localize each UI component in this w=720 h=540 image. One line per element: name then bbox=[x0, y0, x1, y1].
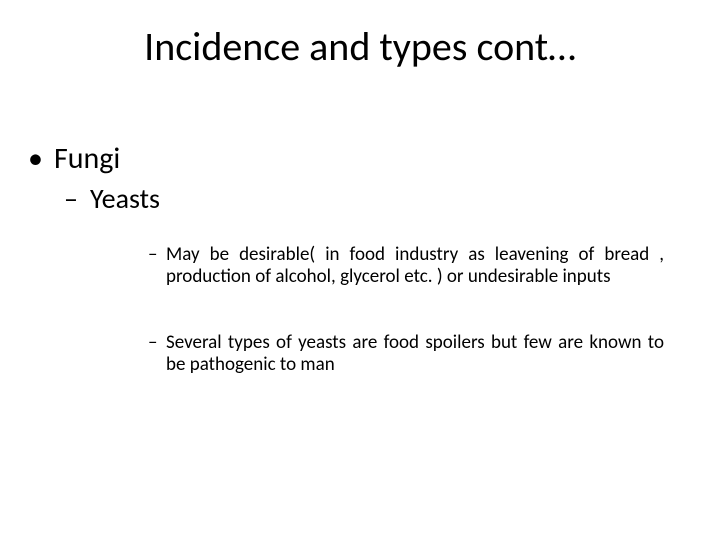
bullet-level1: • Fungi bbox=[28, 140, 120, 177]
level3b-text: Several types of yeasts are food spoiler… bbox=[166, 332, 664, 376]
level1-text: Fungi bbox=[54, 140, 120, 177]
slide: Incidence and types cont… • Fungi – Yeas… bbox=[0, 0, 720, 540]
level3a-text: May be desirable( in food industry as le… bbox=[166, 244, 664, 288]
slide-title: Incidence and types cont… bbox=[0, 22, 720, 71]
bullet-dot-icon: • bbox=[28, 140, 43, 177]
dash-icon: – bbox=[148, 332, 157, 354]
dash-icon: – bbox=[148, 244, 157, 266]
bullet-level3-b: – Several types of yeasts are food spoil… bbox=[148, 332, 664, 376]
level2-text: Yeasts bbox=[90, 181, 160, 216]
bullet-level3-a: – May be desirable( in food industry as … bbox=[148, 244, 664, 288]
bullet-level2: – Yeasts bbox=[64, 181, 160, 216]
dash-icon: – bbox=[64, 181, 78, 216]
